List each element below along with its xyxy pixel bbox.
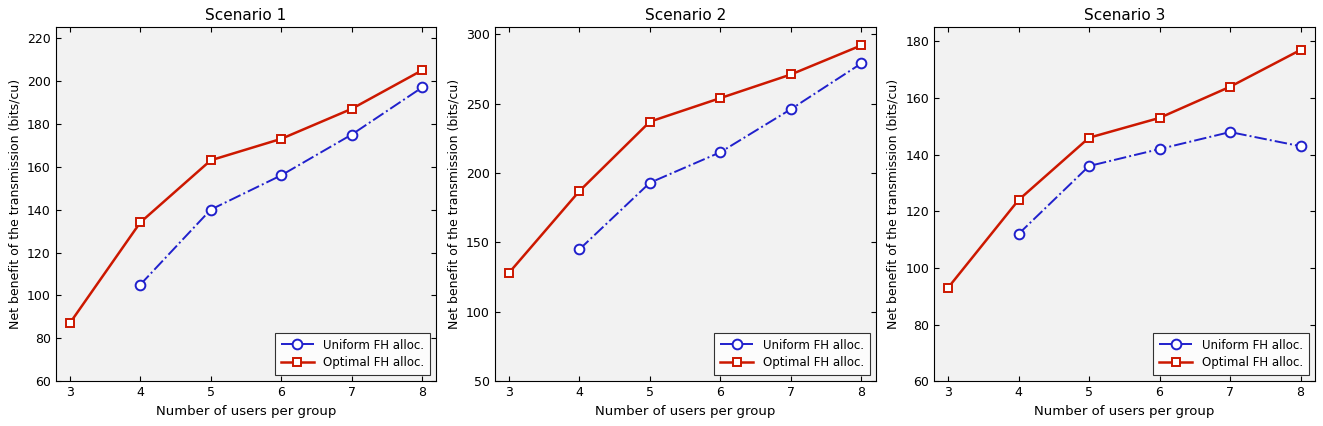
X-axis label: Number of users per group: Number of users per group bbox=[156, 405, 336, 417]
Line: Uniform FH alloc.: Uniform FH alloc. bbox=[135, 83, 427, 290]
Uniform FH alloc. bbox=[1222, 130, 1238, 135]
Uniform FH alloc. bbox=[1081, 164, 1097, 169]
Title: Scenario 2: Scenario 2 bbox=[644, 9, 726, 23]
Optimal FH alloc. bbox=[344, 106, 360, 111]
Optimal FH alloc. bbox=[132, 220, 148, 225]
Optimal FH alloc. bbox=[501, 271, 517, 276]
Title: Scenario 3: Scenario 3 bbox=[1084, 9, 1166, 23]
Uniform FH alloc. bbox=[1011, 231, 1027, 236]
Optimal FH alloc. bbox=[62, 321, 78, 326]
Legend: Uniform FH alloc., Optimal FH alloc.: Uniform FH alloc., Optimal FH alloc. bbox=[275, 333, 430, 375]
Uniform FH alloc. bbox=[274, 173, 290, 178]
Uniform FH alloc. bbox=[853, 61, 869, 66]
Optimal FH alloc. bbox=[274, 136, 290, 141]
Optimal FH alloc. bbox=[202, 158, 218, 163]
Uniform FH alloc. bbox=[1151, 147, 1167, 152]
Uniform FH alloc. bbox=[344, 132, 360, 137]
Optimal FH alloc. bbox=[783, 72, 799, 77]
Title: Scenario 1: Scenario 1 bbox=[205, 9, 287, 23]
Uniform FH alloc. bbox=[414, 85, 430, 90]
Optimal FH alloc. bbox=[572, 189, 587, 194]
Uniform FH alloc. bbox=[572, 247, 587, 252]
Uniform FH alloc. bbox=[132, 282, 148, 287]
Line: Uniform FH alloc.: Uniform FH alloc. bbox=[1013, 127, 1306, 239]
Optimal FH alloc. bbox=[1222, 84, 1238, 89]
Optimal FH alloc. bbox=[941, 285, 957, 291]
X-axis label: Number of users per group: Number of users per group bbox=[595, 405, 775, 417]
Optimal FH alloc. bbox=[853, 43, 869, 48]
Line: Optimal FH alloc.: Optimal FH alloc. bbox=[943, 46, 1304, 292]
Uniform FH alloc. bbox=[202, 207, 218, 212]
Uniform FH alloc. bbox=[713, 150, 729, 155]
Line: Optimal FH alloc.: Optimal FH alloc. bbox=[66, 66, 426, 328]
Uniform FH alloc. bbox=[1293, 144, 1308, 149]
Legend: Uniform FH alloc., Optimal FH alloc.: Uniform FH alloc., Optimal FH alloc. bbox=[1154, 333, 1308, 375]
X-axis label: Number of users per group: Number of users per group bbox=[1035, 405, 1215, 417]
Uniform FH alloc. bbox=[642, 180, 658, 185]
Optimal FH alloc. bbox=[1293, 47, 1308, 52]
Optimal FH alloc. bbox=[1011, 198, 1027, 203]
Optimal FH alloc. bbox=[414, 68, 430, 73]
Line: Uniform FH alloc.: Uniform FH alloc. bbox=[574, 58, 867, 254]
Y-axis label: Net benefit of the transmission (bits/cu): Net benefit of the transmission (bits/cu… bbox=[886, 79, 900, 329]
Y-axis label: Net benefit of the transmission (bits/cu): Net benefit of the transmission (bits/cu… bbox=[8, 79, 21, 329]
Line: Optimal FH alloc.: Optimal FH alloc. bbox=[504, 41, 865, 277]
Y-axis label: Net benefit of the transmission (bits/cu): Net benefit of the transmission (bits/cu… bbox=[447, 79, 460, 329]
Uniform FH alloc. bbox=[783, 106, 799, 112]
Optimal FH alloc. bbox=[1081, 135, 1097, 140]
Optimal FH alloc. bbox=[642, 119, 658, 124]
Legend: Uniform FH alloc., Optimal FH alloc.: Uniform FH alloc., Optimal FH alloc. bbox=[714, 333, 869, 375]
Optimal FH alloc. bbox=[1151, 115, 1167, 121]
Optimal FH alloc. bbox=[713, 95, 729, 101]
